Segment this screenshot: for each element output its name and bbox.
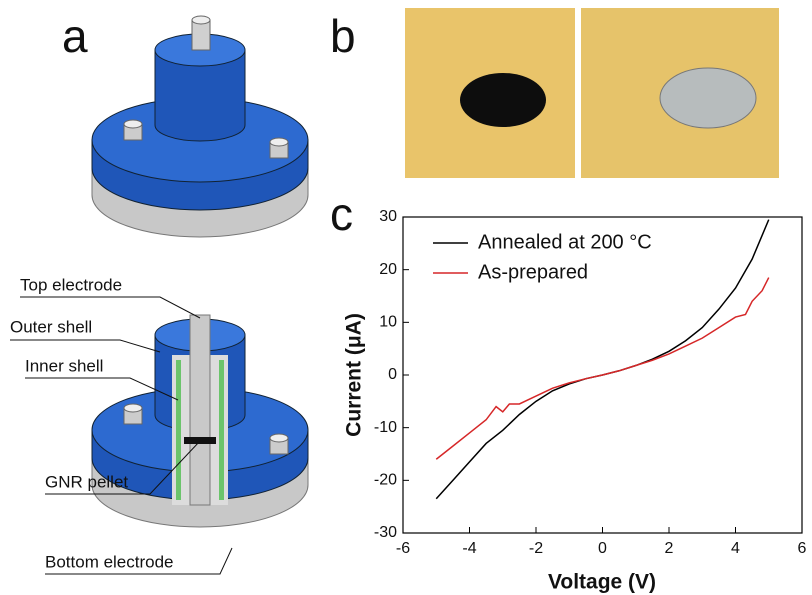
x-tick-label: 2 bbox=[665, 540, 674, 557]
y-tick-label: 10 bbox=[379, 314, 397, 331]
diagram-label: Outer shell bbox=[10, 317, 92, 336]
y-tick-label: 0 bbox=[388, 366, 397, 383]
diagram-label: Inner shell bbox=[25, 356, 103, 375]
diagram-label: GNR pellet bbox=[45, 472, 128, 491]
y-tick-label: -20 bbox=[374, 472, 397, 489]
x-tick-label: 0 bbox=[598, 540, 607, 557]
panel-label: a bbox=[62, 10, 88, 62]
y-tick-label: -10 bbox=[374, 419, 397, 436]
x-tick-label: -6 bbox=[396, 540, 410, 557]
diagram-label: Top electrode bbox=[20, 275, 122, 294]
panel-label: c bbox=[330, 188, 353, 240]
x-tick-label: 4 bbox=[731, 540, 740, 557]
sample-photos bbox=[405, 8, 779, 178]
y-tick-label: 20 bbox=[379, 261, 397, 278]
x-tick-label: -4 bbox=[462, 540, 476, 557]
legend-label: As-prepared bbox=[478, 261, 588, 283]
y-tick-label: 30 bbox=[379, 208, 397, 225]
x-axis-label: Voltage (V) bbox=[548, 571, 656, 594]
legend-label: Annealed at 200 °C bbox=[478, 231, 652, 253]
y-tick-label: -30 bbox=[374, 524, 397, 541]
diagram-label: Bottom electrode bbox=[45, 552, 174, 571]
panel-label: b bbox=[330, 10, 356, 62]
x-tick-label: 6 bbox=[798, 540, 807, 557]
line-series bbox=[436, 278, 769, 460]
x-tick-label: -2 bbox=[529, 540, 543, 557]
y-axis-label: Current (μA) bbox=[343, 313, 366, 437]
figure: Top electrode Outer shell Inner shell GN… bbox=[0, 0, 812, 595]
